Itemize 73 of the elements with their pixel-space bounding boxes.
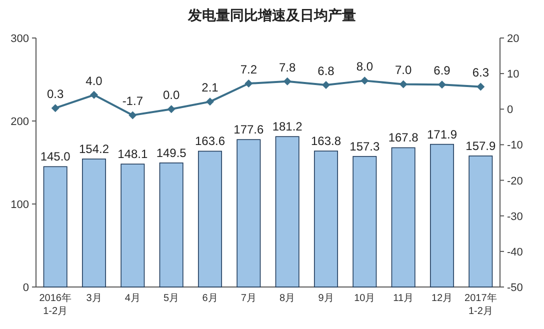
point bbox=[476, 82, 485, 91]
data-label: 148.1 bbox=[118, 147, 148, 162]
y-tick-label: 100 bbox=[10, 199, 29, 211]
y2-tick-label: -10 bbox=[507, 140, 523, 152]
data-label: 163.6 bbox=[194, 134, 226, 148]
point bbox=[360, 76, 369, 85]
data-label: 0.3 bbox=[46, 87, 64, 102]
data-label: 149.5 bbox=[156, 146, 187, 160]
bar bbox=[468, 156, 493, 288]
bar bbox=[120, 164, 145, 288]
x-tick-label: 12月 bbox=[431, 293, 453, 304]
bar bbox=[159, 162, 184, 288]
data-label: 157.9 bbox=[466, 138, 496, 153]
x-tick-label: 2017年 1-2月 bbox=[464, 292, 497, 317]
data-label: 163.8 bbox=[310, 134, 342, 148]
x-tick-label: 4月 bbox=[124, 293, 140, 304]
point bbox=[244, 80, 253, 88]
x-tick-label: 9月 bbox=[318, 293, 334, 304]
data-label: -1.7 bbox=[122, 94, 144, 108]
x-tick-label: 7月 bbox=[240, 293, 256, 304]
bar bbox=[236, 139, 261, 288]
data-label: 8.0 bbox=[356, 60, 374, 74]
y-tick-label: 200 bbox=[10, 116, 29, 128]
data-label: 6.3 bbox=[472, 66, 490, 80]
y2-tick-label: -40 bbox=[507, 246, 523, 258]
y2-tick-label: -30 bbox=[507, 210, 523, 223]
y2-tick-label: 20 bbox=[507, 33, 520, 45]
point bbox=[438, 80, 446, 89]
data-label: 177.6 bbox=[234, 122, 264, 137]
data-label: 167.8 bbox=[388, 130, 419, 145]
x-tick-label: 2016年 1-2月 bbox=[39, 292, 72, 317]
x-tick-label: 10月 bbox=[354, 293, 376, 304]
y-tick-label: 300 bbox=[10, 33, 29, 45]
point bbox=[51, 104, 60, 112]
x-tick-label: 8月 bbox=[280, 293, 296, 304]
bar bbox=[314, 150, 338, 288]
data-label: 7.2 bbox=[240, 62, 258, 77]
data-label: 4.0 bbox=[86, 74, 103, 88]
data-label: 145.0 bbox=[40, 150, 71, 164]
data-label: 7.8 bbox=[278, 60, 296, 74]
x-tick-label: 11月 bbox=[393, 293, 414, 304]
data-label: 6.9 bbox=[434, 64, 451, 78]
bar bbox=[352, 156, 377, 288]
data-label: 171.9 bbox=[426, 127, 458, 142]
y2-tick-label: -50 bbox=[507, 282, 523, 294]
point bbox=[283, 77, 292, 86]
bar bbox=[82, 158, 106, 288]
y2-tick-label: 0 bbox=[507, 104, 514, 116]
x-tick-label: 6月 bbox=[202, 293, 218, 304]
bar bbox=[43, 166, 68, 288]
y-tick-label: 0 bbox=[22, 282, 29, 294]
bar bbox=[430, 144, 454, 288]
bar bbox=[391, 147, 416, 288]
data-label: 6.8 bbox=[318, 64, 335, 78]
point bbox=[167, 105, 176, 114]
bar bbox=[275, 136, 300, 288]
data-label: 154.2 bbox=[78, 142, 110, 156]
point bbox=[206, 98, 214, 106]
y2-tick-label: -20 bbox=[507, 175, 523, 188]
x-tick-label: 3月 bbox=[86, 293, 102, 304]
point bbox=[90, 90, 98, 99]
x-tick-label: 5月 bbox=[164, 293, 180, 304]
point bbox=[128, 111, 137, 120]
data-label: 7.0 bbox=[394, 63, 412, 78]
point bbox=[399, 80, 408, 88]
y2-tick-label: 10 bbox=[507, 68, 520, 81]
data-label: 157.3 bbox=[350, 139, 380, 154]
chart-title: 发电量同比增速及日均产量 bbox=[187, 7, 356, 23]
data-label: 2.1 bbox=[202, 80, 219, 95]
data-label: 181.2 bbox=[272, 120, 303, 134]
point bbox=[322, 80, 330, 89]
bar bbox=[198, 150, 222, 288]
data-label: 0.0 bbox=[162, 88, 180, 102]
